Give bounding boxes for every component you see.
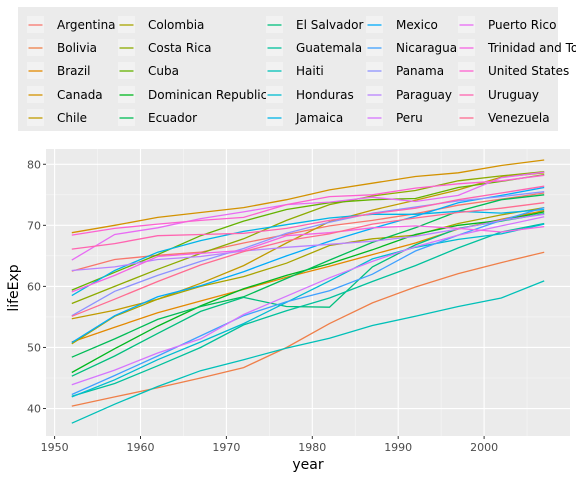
series-line-paraguay	[71, 213, 545, 272]
legend-label-puerto-rico: Puerto Rico	[488, 18, 556, 32]
legend-label-bolivia: Bolivia	[57, 41, 97, 55]
legend-label-costa-rica: Costa Rica	[148, 41, 211, 55]
series-line-uruguay	[71, 185, 545, 250]
legend-label-mexico: Mexico	[396, 18, 438, 32]
legend-label-venezuela: Venezuela	[488, 111, 550, 125]
plot-panel	[46, 149, 570, 436]
legend-label-honduras: Honduras	[296, 88, 354, 102]
x-tick-label: 1990	[384, 441, 412, 454]
legend-label-el-salvador: El Salvador	[296, 18, 363, 32]
legend: Argentina Bolivia Brazil Canada Chile Colombi…	[27, 16, 576, 126]
legend-label-nicaragua: Nicaragua	[396, 41, 457, 55]
legend-label-united-states: United States	[488, 64, 569, 78]
series-line-argentina	[71, 192, 545, 272]
legend-label-haiti: Haiti	[296, 64, 324, 78]
legend-label-guatemala: Guatemala	[296, 41, 362, 55]
series-line-ecuador	[71, 194, 545, 358]
y-tick-label: 80	[27, 158, 41, 171]
legend-label-trinidad-and-tobago: Trinidad and Tobago	[487, 41, 576, 55]
x-axis-label: year	[292, 457, 323, 473]
series-line-chile	[71, 172, 545, 320]
legend-label-paraguay: Paraguay	[396, 88, 452, 102]
legend-label-ecuador: Ecuador	[148, 111, 197, 125]
series-line-honduras	[71, 223, 545, 398]
x-tick-label: 1970	[212, 441, 240, 454]
series-line-guatemala	[71, 222, 545, 397]
legend-label-peru: Peru	[396, 111, 423, 125]
series-line-nicaragua	[71, 206, 545, 396]
x-tick-label: 1980	[298, 441, 326, 454]
series-line-canada	[71, 159, 545, 234]
axes: 1950 1960 1970 1980 1990 2000 40 50 60 70 80	[27, 158, 498, 454]
y-tick-label: 50	[27, 341, 41, 354]
series-line-venezuela	[71, 202, 545, 317]
series-lines	[71, 159, 545, 424]
legend-label-dominican-republic: Dominican Republic	[148, 88, 267, 102]
legend-label-argentina: Argentina	[57, 18, 116, 32]
y-axis-label: lifeExp	[6, 264, 22, 311]
y-tick-label: 70	[27, 219, 41, 232]
x-tick-label: 1950	[41, 441, 69, 454]
legend-label-brazil: Brazil	[57, 64, 91, 78]
legend-label-uruguay: Uruguay	[488, 88, 539, 102]
series-line-haiti	[71, 280, 545, 424]
series-line-united-states	[71, 174, 545, 236]
series-line-colombia	[71, 206, 545, 345]
series-line-mexico	[71, 186, 545, 344]
x-tick-label: 2000	[470, 441, 498, 454]
x-tick-label: 1960	[126, 441, 154, 454]
y-tick-label: 60	[27, 280, 41, 293]
series-line-panama	[71, 191, 545, 317]
series-line-peru	[71, 216, 545, 386]
legend-label-jamaica: Jamaica	[295, 111, 343, 125]
legend-label-canada: Canada	[57, 88, 103, 102]
series-line-cuba	[71, 173, 545, 291]
series-line-trinidad-and-tobago	[71, 225, 545, 293]
series-line-puerto-rico	[71, 171, 545, 261]
legend-label-colombia: Colombia	[148, 18, 204, 32]
legend-label-panama: Panama	[396, 64, 444, 78]
legend-label-cuba: Cuba	[148, 64, 179, 78]
y-tick-label: 40	[27, 403, 41, 416]
legend-label-chile: Chile	[57, 111, 87, 125]
series-line-costa-rica	[71, 170, 545, 305]
